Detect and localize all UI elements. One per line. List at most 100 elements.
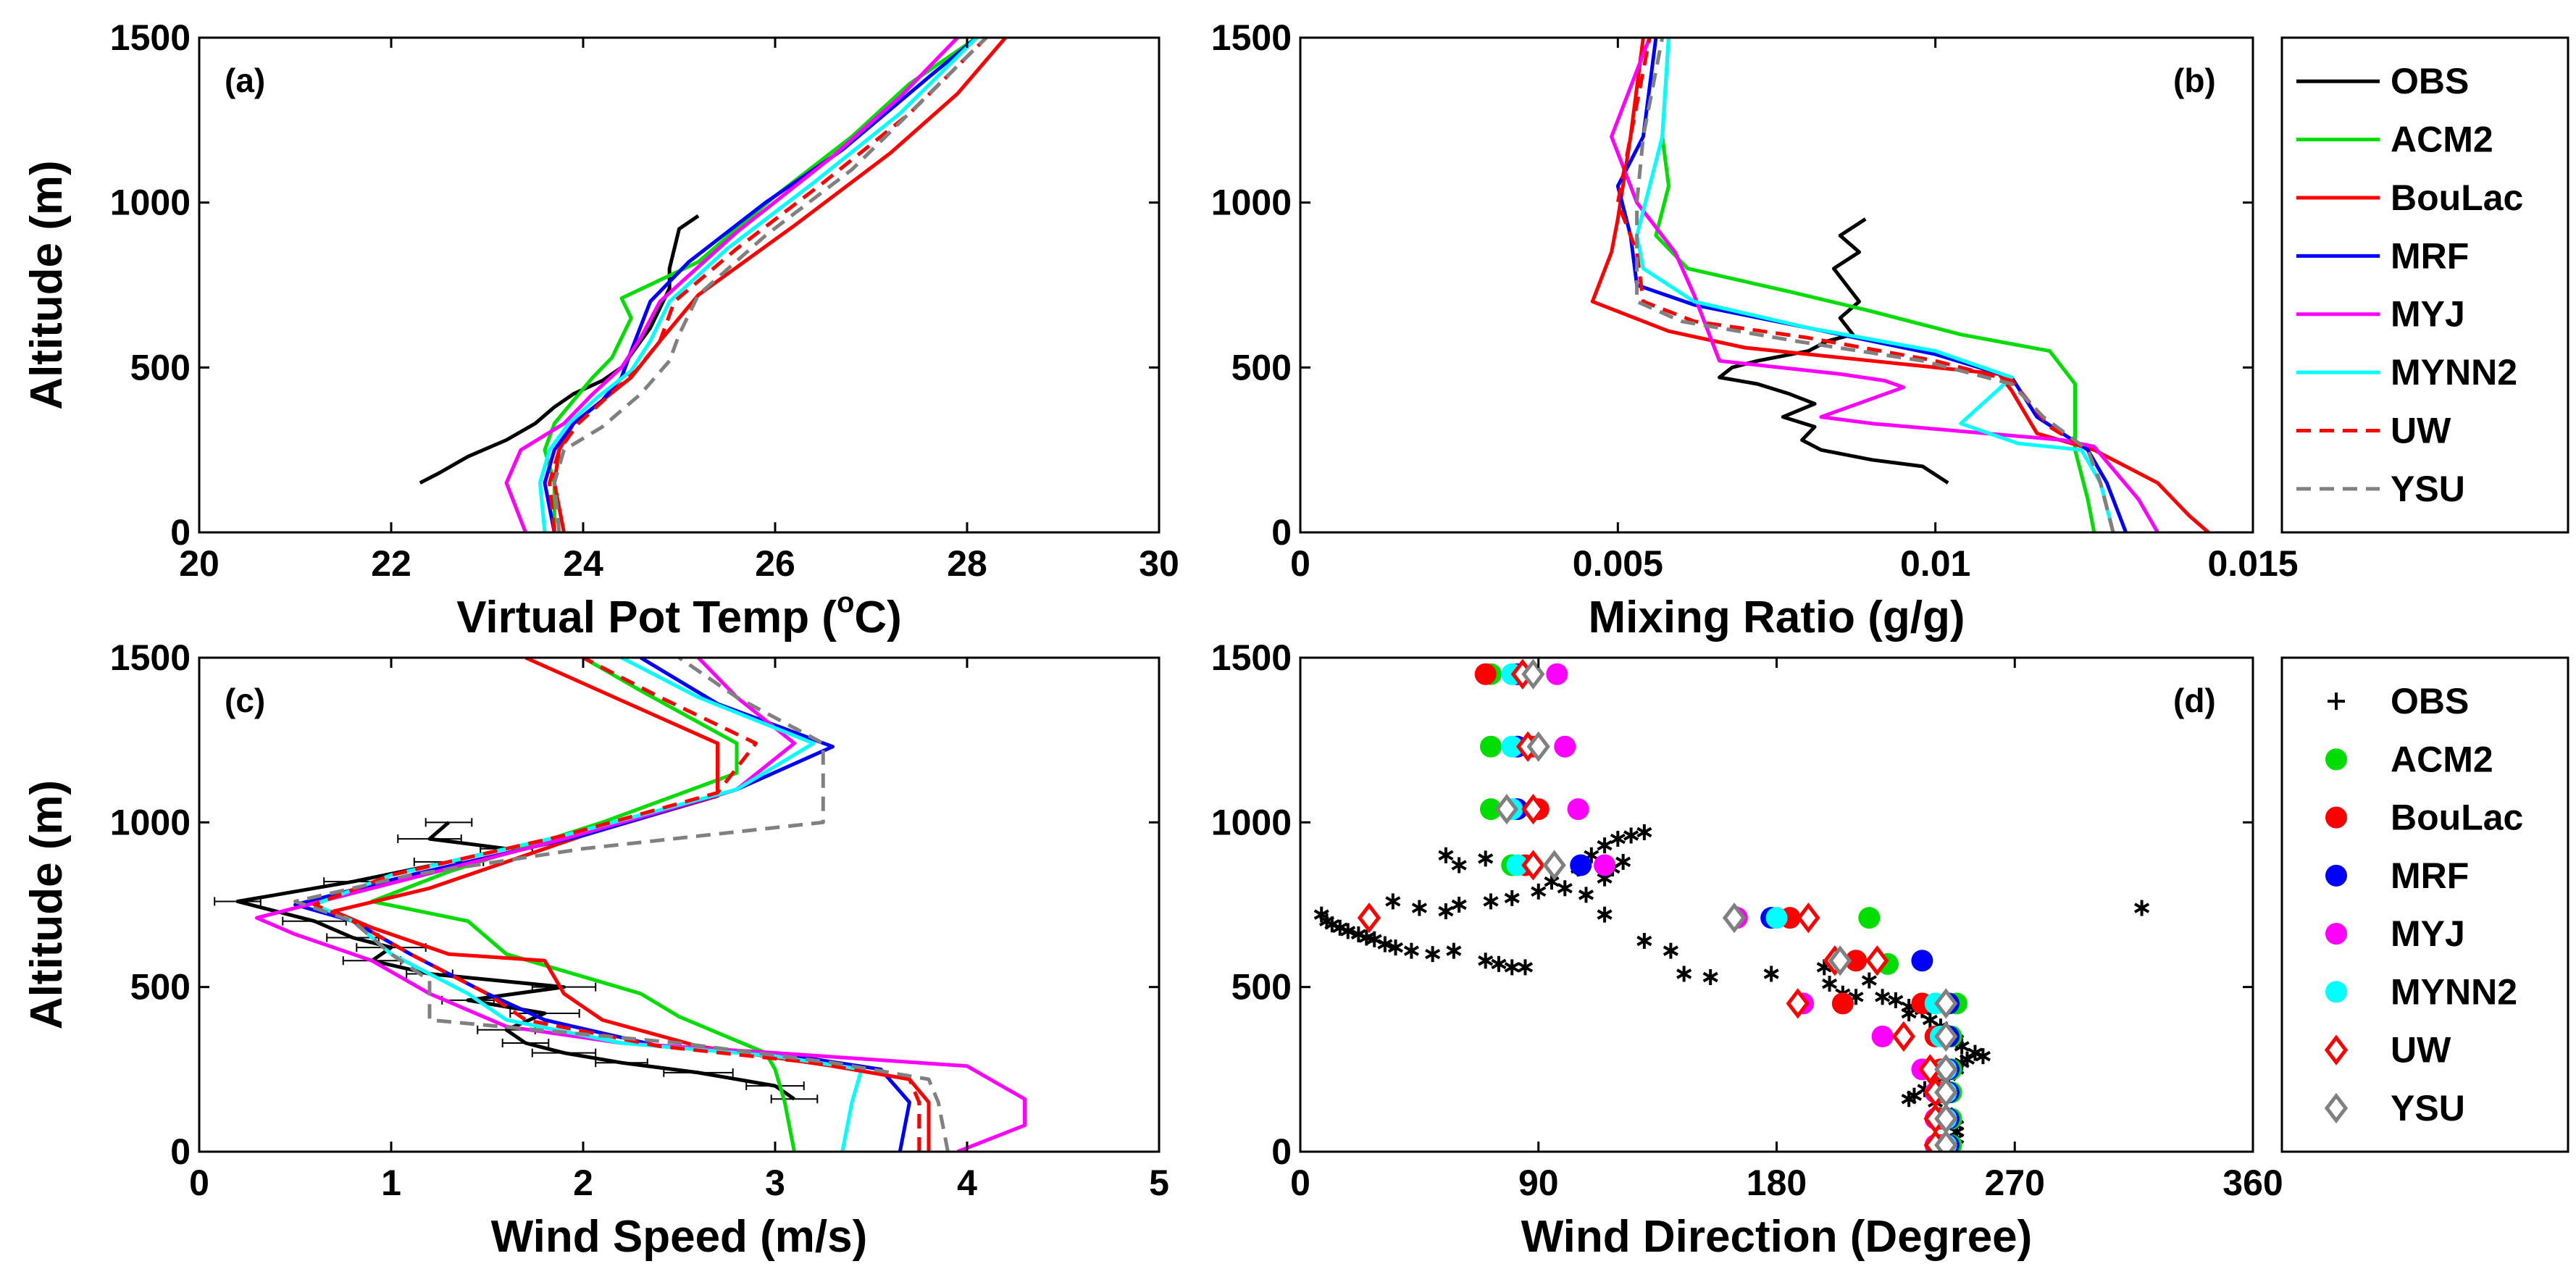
legend-top: OBS ACM2 BouLac MRF MYJ MYNN2 UW YSU: [2280, 36, 2569, 534]
x-axis-label: Virtual Pot Temp (oC): [456, 587, 902, 642]
series-mynn2-line: [538, 38, 979, 532]
series-ysu-point: [1828, 945, 1852, 976]
series-uw-line: [548, 38, 988, 532]
y-axis-label: Altitude (m): [22, 780, 72, 1029]
series-group: [419, 38, 1007, 532]
legend-box: [2280, 36, 2569, 534]
axes-frame: [1299, 36, 2254, 534]
legend-label: ACM2: [2391, 120, 2493, 160]
series-group: [214, 658, 1026, 1152]
x-tick-label: 26: [755, 543, 795, 584]
series-mrf-point: [1570, 854, 1592, 876]
panel-label: (c): [225, 682, 265, 719]
series-acm2-line: [543, 38, 978, 532]
legend-item-mrf: MRF: [2325, 855, 2469, 896]
series-obs-point: [1663, 945, 1678, 956]
series-obs-point: [1411, 903, 1427, 913]
legend-label: OBS: [2391, 61, 2469, 101]
x-tick-label: 360: [2222, 1163, 2283, 1203]
series-group: [1590, 38, 2210, 532]
legend-item-acm2: ACM2: [2296, 120, 2493, 160]
legend-label: YSU: [2391, 469, 2465, 509]
y-tick-label: 1000: [110, 183, 191, 223]
x-tick-label: 3: [765, 1163, 785, 1203]
series-obs-point: [1504, 892, 1520, 904]
series-myj-point: [1567, 798, 1589, 821]
series-obs-point: [1975, 1050, 1991, 1062]
x-tick-label: 28: [947, 543, 987, 584]
panel-label: (a): [225, 62, 265, 99]
legend-label: UW: [2391, 1030, 2451, 1071]
series-uw-point: [1521, 850, 1545, 881]
x-axis-label: Wind Direction (Degree): [1521, 1212, 2033, 1262]
series-obs-point: [1451, 899, 1467, 910]
series-obs-point: [1597, 873, 1613, 884]
legend-label: MYJ: [2391, 913, 2465, 954]
series-obs-point: [1425, 948, 1441, 960]
x-tick-label: 0: [189, 1163, 209, 1203]
series-obs-point: [1531, 886, 1547, 897]
y-tick-label: 1500: [1211, 17, 1292, 58]
series-acm2-line: [370, 658, 796, 1152]
panel-d: 0 90 180 270 360 0 500 1000 1500 (d) Wind Directio…: [1211, 637, 2283, 1262]
legend-bottom: OBS ACM2 BouLac MRF MYJ MYNN2 UW YSU: [2280, 656, 2569, 1153]
series-obs-point: [1610, 833, 1626, 845]
series-obs-point: [1821, 978, 1838, 989]
legend-swatch: [2324, 1034, 2349, 1065]
series-ysu-point: [1722, 903, 1747, 934]
series-ysu-point: [1934, 988, 1958, 1019]
series-obs-point: [1954, 1041, 1970, 1052]
x-tick-label: 270: [1985, 1163, 2045, 1203]
series-obs-line: [1718, 217, 1949, 485]
series-obs-point: [1702, 971, 1718, 983]
legend-label: ACM2: [2391, 739, 2493, 779]
series-ysu-point: [1934, 1129, 1958, 1152]
plot-area: [199, 658, 1159, 1152]
x-tick-label: 1: [381, 1163, 401, 1203]
series-obs-point: [1676, 968, 1692, 979]
series-obs-point: [1888, 995, 1904, 1006]
series-ysu-line: [552, 38, 988, 532]
series-obs-point: [1385, 896, 1401, 907]
series-obs-point: [1438, 850, 1454, 861]
panel-c: 0 1 2 3 4 5 0 500 1000 1500 (c) Wind Speed (m/s) Alt…: [22, 637, 1169, 1262]
series-mynn2-point: [1765, 907, 1788, 929]
x-tick-label: 90: [1518, 1163, 1559, 1203]
series-obs-point: [1615, 856, 1631, 868]
series-myj-line: [504, 38, 959, 532]
y-tick-label: 500: [1231, 967, 1292, 1008]
series-obs-point: [1623, 830, 1639, 841]
legend-item-uw: UW: [2324, 1030, 2451, 1071]
series-acm2-point: [1480, 798, 1502, 821]
x-tick-label: 30: [1139, 543, 1179, 584]
series-myj-point: [1594, 854, 1616, 876]
series-myj-line: [255, 658, 1026, 1152]
series-boulac-point: [1474, 663, 1497, 685]
series-uw-point: [1786, 988, 1810, 1019]
y-tick-label: 1000: [1211, 183, 1292, 223]
series-mynn2-point: [1506, 854, 1529, 876]
x-tick-label: 180: [1747, 1163, 1807, 1203]
series-boulac-line: [1590, 38, 2210, 532]
series-ysu-point: [1521, 658, 1545, 690]
series-obs-point: [1438, 905, 1454, 917]
series-obs-point: [1483, 896, 1499, 907]
x-tick-label: 0: [1290, 543, 1310, 584]
legend-item-mynn2: MYNN2: [2325, 971, 2517, 1012]
panel-label: (b): [2173, 62, 2216, 99]
series-obs-point: [1597, 840, 1613, 851]
x-tick-label: 5: [1149, 1163, 1169, 1203]
series-ysu-line: [1635, 38, 2115, 532]
y-tick-label: 0: [1271, 1131, 1292, 1172]
series-uw-point: [1891, 1021, 1915, 1052]
legend-label: MRF: [2391, 235, 2469, 276]
series-uw-point: [1865, 945, 1889, 976]
series-uw-point: [1918, 1054, 1942, 1085]
series-obs-point: [1451, 860, 1467, 871]
series-obs-point: [1636, 826, 1652, 838]
x-tick-label: 0: [1290, 1163, 1310, 1203]
legend-label: UW: [2391, 410, 2451, 451]
series-boulac-point: [1845, 950, 1868, 972]
legend-item-mynn2: MYNN2: [2296, 352, 2517, 393]
y-tick-label: 0: [170, 1131, 191, 1172]
